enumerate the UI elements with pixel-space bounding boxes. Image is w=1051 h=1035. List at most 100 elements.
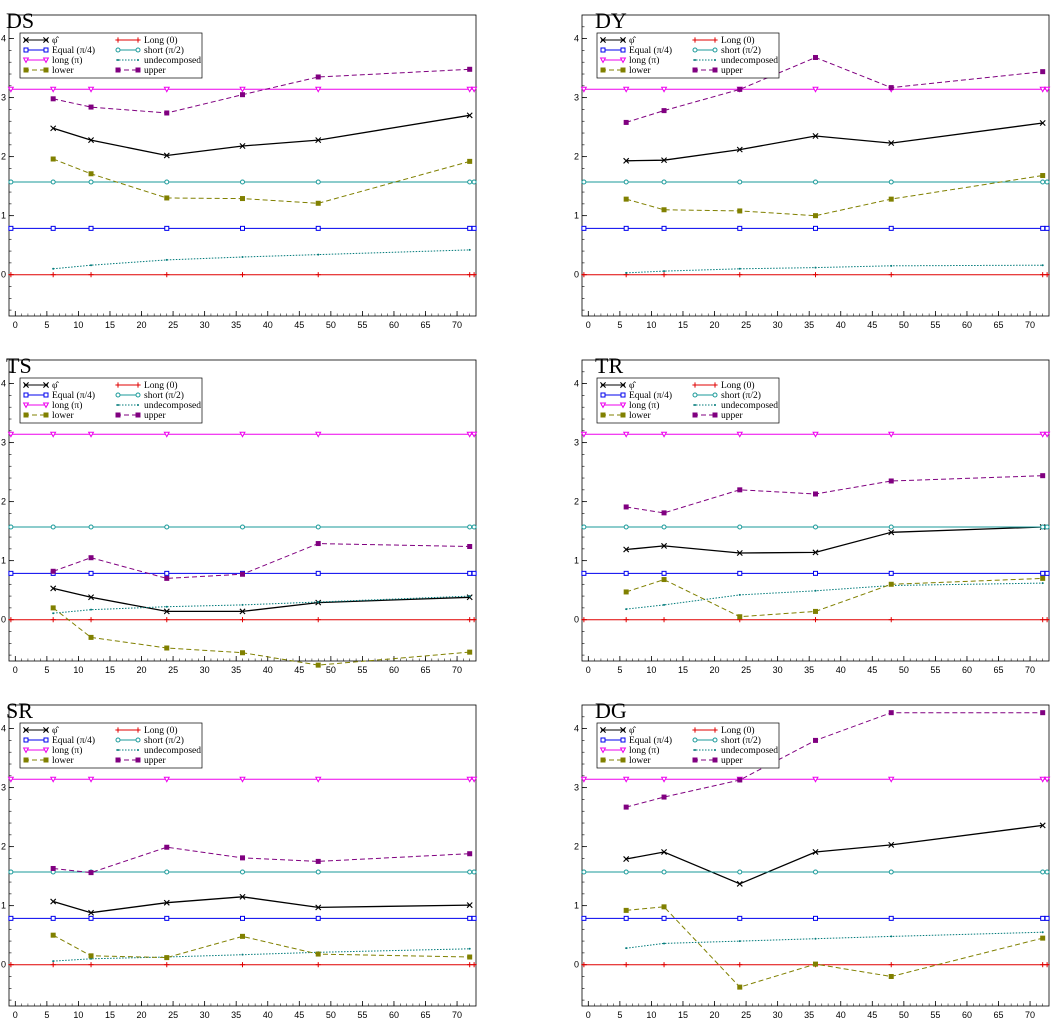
data-point-phi-hat bbox=[812, 549, 819, 556]
data-point-equal-pi-4 bbox=[1040, 225, 1046, 231]
data-point-undecomposed bbox=[738, 940, 741, 943]
series-line-undecomposed bbox=[626, 931, 1043, 949]
legend-marker-lower bbox=[600, 757, 606, 763]
series-long-pi bbox=[7, 86, 478, 93]
data-point-short-pi-2 bbox=[1040, 869, 1046, 875]
x-tick-label: 70 bbox=[452, 665, 462, 675]
data-point-long-pi bbox=[466, 776, 473, 783]
series-phi-hat bbox=[50, 112, 473, 159]
series-line-undecomposed bbox=[53, 948, 470, 962]
data-point-equal-pi-4 bbox=[315, 570, 321, 576]
legend-marker-upper bbox=[115, 412, 121, 418]
series-lower bbox=[50, 605, 473, 668]
data-point-lower bbox=[888, 196, 894, 202]
data-point-phi-hat bbox=[88, 909, 95, 916]
x-tick-label: 30 bbox=[773, 320, 783, 330]
series-equal-pi-4 bbox=[581, 570, 1050, 576]
series-long-0 bbox=[581, 272, 1050, 278]
series-upper bbox=[50, 541, 473, 581]
legend: φ̂ Long (0) Equal (π/4) short (π/2) long (π)… bbox=[19, 722, 203, 769]
x-tick-label: 50 bbox=[326, 665, 336, 675]
y-tick-label: 4 bbox=[1, 724, 6, 734]
data-point-long-0 bbox=[737, 962, 743, 968]
data-point-equal-pi-4 bbox=[88, 915, 94, 921]
legend-label-long-pi: long (π) bbox=[629, 400, 659, 411]
x-tick-label: 20 bbox=[710, 665, 720, 675]
data-point-short-pi-2 bbox=[50, 524, 56, 530]
legend-box bbox=[19, 377, 203, 424]
data-point-short-pi-2 bbox=[737, 524, 743, 530]
series-upper bbox=[623, 473, 1046, 516]
data-point-upper bbox=[737, 487, 743, 493]
data-point-equal-pi-4 bbox=[471, 570, 477, 576]
legend-marker-undecomposed bbox=[117, 59, 119, 61]
series-line-upper bbox=[626, 475, 1043, 514]
series-short-pi-2 bbox=[581, 179, 1050, 185]
data-point-long-pi bbox=[470, 86, 478, 93]
data-point-short-pi-2 bbox=[888, 869, 894, 875]
data-point-phi-hat bbox=[623, 546, 630, 553]
chart-panel-sr: SR 0 1 2 3 4 0 5 10 15 20 25 30 35 40 45 50 55 60 65 70 φ̂ Lon… bbox=[0, 690, 520, 1030]
chart-title: TR bbox=[595, 353, 623, 378]
series-line-phi-hat bbox=[53, 896, 470, 914]
y-tick-label: 1 bbox=[574, 901, 579, 911]
data-point-undecomposed bbox=[241, 255, 244, 258]
legend-label-short-pi-2: short (π/2) bbox=[144, 735, 184, 746]
data-point-phi-hat bbox=[661, 542, 668, 549]
legend-marker-undecomposed bbox=[694, 59, 696, 61]
data-point-long-pi bbox=[580, 86, 588, 93]
legend-marker-phi-hat bbox=[600, 37, 606, 43]
data-point-lower bbox=[623, 589, 629, 595]
legend-label-upper: upper bbox=[721, 66, 743, 76]
legend-label-undecomposed: undecomposed bbox=[721, 746, 778, 756]
series-line-phi-hat bbox=[626, 526, 1043, 554]
data-point-equal-pi-4 bbox=[1040, 915, 1046, 921]
data-point-phi-hat bbox=[88, 137, 95, 144]
series-short-pi-2 bbox=[8, 869, 477, 875]
data-point-long-0 bbox=[661, 617, 667, 623]
data-point-long-0 bbox=[471, 962, 477, 968]
y-tick-label: 0 bbox=[574, 615, 579, 625]
data-point-long-pi bbox=[812, 86, 819, 93]
series-long-pi bbox=[580, 86, 1051, 93]
data-point-upper bbox=[50, 568, 56, 574]
legend-marker-undecomposed bbox=[714, 404, 716, 406]
data-point-undecomposed bbox=[90, 608, 93, 611]
legend-label-long-0: Long (0) bbox=[721, 380, 755, 391]
legend-marker-phi-hat bbox=[43, 37, 49, 43]
legend-marker-long-pi bbox=[599, 57, 607, 64]
x-tick-label: 65 bbox=[421, 1010, 431, 1020]
data-point-undecomposed bbox=[625, 271, 628, 274]
x-tick-label: 35 bbox=[231, 665, 241, 675]
x-tick-label: 55 bbox=[930, 320, 940, 330]
data-point-long-pi bbox=[887, 776, 895, 783]
data-point-equal-pi-4 bbox=[581, 225, 587, 231]
chart-panel-dy: DY 0 1 2 3 4 0 5 10 15 20 25 30 35 40 45 50 55 60 65 70 φ̂ Lon… bbox=[573, 0, 1051, 340]
x-tick-label: 65 bbox=[421, 320, 431, 330]
data-point-long-pi bbox=[466, 431, 473, 438]
series-undecomposed bbox=[52, 947, 471, 963]
data-point-upper bbox=[661, 108, 667, 114]
data-point-upper bbox=[661, 794, 667, 800]
legend-marker-long-pi bbox=[599, 402, 607, 409]
data-point-phi-hat bbox=[239, 893, 246, 900]
data-point-upper bbox=[315, 541, 321, 547]
x-tick-label: 65 bbox=[994, 1010, 1004, 1020]
data-point-equal-pi-4 bbox=[467, 915, 473, 921]
legend: φ̂ Long (0) Equal (π/4) short (π/2) long (π)… bbox=[19, 377, 203, 424]
x-tick-label: 45 bbox=[294, 665, 304, 675]
data-point-undecomposed bbox=[663, 942, 666, 945]
series-phi-hat bbox=[50, 585, 473, 615]
data-point-long-pi bbox=[1039, 86, 1046, 93]
legend-marker-long-0 bbox=[712, 727, 718, 733]
legend-marker-undecomposed bbox=[137, 59, 139, 61]
series-long-0 bbox=[581, 962, 1050, 968]
y-tick-label: 1 bbox=[1, 901, 6, 911]
legend-marker-phi-hat bbox=[620, 382, 626, 388]
x-tick-label: 20 bbox=[137, 1010, 147, 1020]
series-line-upper bbox=[53, 543, 470, 579]
y-tick-label: 1 bbox=[574, 211, 579, 221]
x-tick-label: 70 bbox=[1025, 1010, 1035, 1020]
